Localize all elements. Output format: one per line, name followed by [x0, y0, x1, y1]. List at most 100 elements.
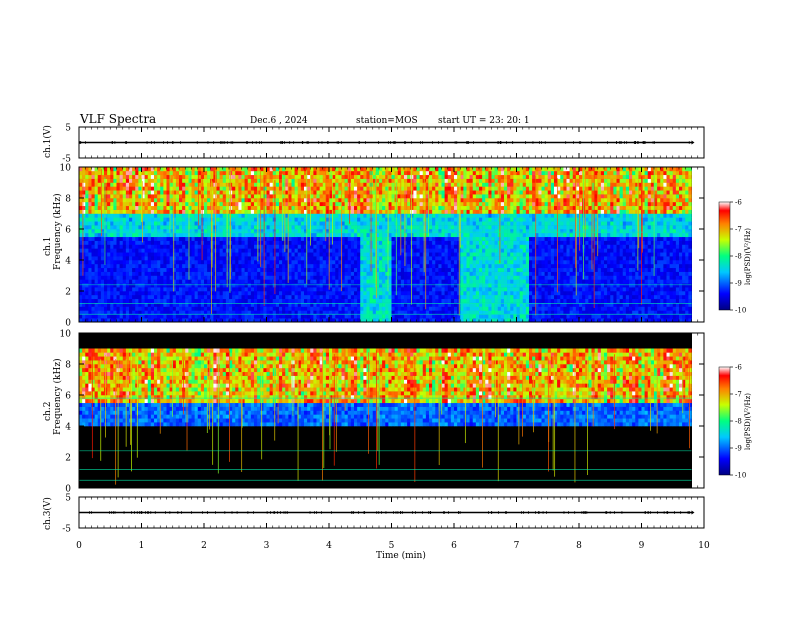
spectrogram-cell [198, 287, 201, 291]
spectrogram-cell [295, 307, 298, 311]
spectrogram-cell [335, 186, 338, 190]
spectrogram-cell [382, 252, 385, 256]
spectrogram-cell [157, 210, 160, 214]
spectrogram-cell [292, 229, 295, 233]
spectrogram-cell [413, 171, 416, 175]
spectrogram-cell [185, 229, 188, 233]
spectrogram-cell [195, 268, 198, 272]
spectrogram-cell [107, 248, 110, 252]
spectrogram-cell [195, 287, 198, 291]
spectrogram-cell [379, 183, 382, 187]
spectrogram-cell [98, 283, 101, 287]
spectrogram-cell [120, 206, 123, 210]
spectrogram-cell [226, 276, 229, 280]
spectrogram-cell [113, 221, 116, 225]
spectrogram-cell [407, 299, 410, 303]
spectrogram-cell [360, 194, 363, 198]
spectrogram-cell [413, 245, 416, 249]
spectrogram-cell [98, 190, 101, 194]
spectrogram-cell [223, 175, 226, 179]
spectrogram-cell [445, 198, 448, 202]
spectrogram-cell [148, 229, 151, 233]
spectrogram-cell [185, 291, 188, 295]
spectrogram-cell [245, 314, 248, 318]
spectrogram-cell [276, 314, 279, 318]
spectrogram-cell [142, 252, 145, 256]
spectrogram-cell [298, 291, 301, 295]
spectrogram-cell [267, 307, 270, 311]
spectrogram-cell [429, 210, 432, 214]
spectrogram-cell [301, 295, 304, 299]
spectrogram-cell [388, 272, 391, 276]
spectrogram-cell [345, 260, 348, 264]
spectrogram-cell [117, 276, 120, 280]
spectrogram-cell [413, 276, 416, 280]
spectrogram-cell [323, 291, 326, 295]
spectrogram-cell [132, 291, 135, 295]
spectrogram-cell [107, 245, 110, 249]
spectrogram-cell [179, 175, 182, 179]
spectrogram-cell [226, 291, 229, 295]
spectrogram-cell [192, 276, 195, 280]
spectrogram-cell [388, 186, 391, 190]
spectrogram-cell [354, 256, 357, 260]
spectrogram-cell [226, 248, 229, 252]
spectrogram-cell [463, 283, 466, 287]
spectrogram-cell [113, 214, 116, 218]
spectrogram-cell [120, 241, 123, 245]
spectrogram-cell [251, 225, 254, 229]
spectrogram-cell [463, 260, 466, 264]
spectrogram-cell [435, 272, 438, 276]
spectrogram-cell [360, 198, 363, 202]
spectrogram-cell [351, 260, 354, 264]
spectrogram-cell [338, 307, 341, 311]
spectrogram-cell [442, 256, 445, 260]
spectrogram-cell [157, 276, 160, 280]
spectrogram-cell [288, 214, 291, 218]
spectrogram-cell [357, 268, 360, 272]
spectrogram-cell [295, 283, 298, 287]
spectrogram-cell [420, 272, 423, 276]
spectrogram-cell [120, 287, 123, 291]
spectrogram-cell [242, 260, 245, 264]
spectrogram-cell [182, 225, 185, 229]
spectrogram-cell [167, 287, 170, 291]
spectrogram-cell [273, 206, 276, 210]
spectrogram-cell [420, 314, 423, 318]
spectrogram-cell [454, 190, 457, 194]
spectrogram-cell [185, 214, 188, 218]
spectrogram-cell [463, 237, 466, 241]
spectrogram-cell [135, 179, 138, 183]
spectrogram-cell [317, 202, 320, 206]
spectrogram-cell [270, 241, 273, 245]
spectrogram-cell [288, 225, 291, 229]
spectrogram-cell [295, 248, 298, 252]
spectrogram-cell [129, 260, 132, 264]
spectrogram-cell [167, 295, 170, 299]
spectrogram-cell [295, 314, 298, 318]
spectrogram-cell [185, 245, 188, 249]
spectrogram-cell [288, 217, 291, 221]
spectrogram-cell [98, 233, 101, 237]
spectrogram-cell [220, 171, 223, 175]
spectrogram-cell [220, 241, 223, 245]
spectrogram-cell [417, 299, 420, 303]
spectrogram-cell [113, 183, 116, 187]
spectrogram-cell [157, 198, 160, 202]
spectrogram-cell [282, 307, 285, 311]
spectrogram-cell [404, 272, 407, 276]
spectrogram-cell [451, 272, 454, 276]
spectrogram-cell [360, 210, 363, 214]
spectrogram-cell [454, 314, 457, 318]
spectrogram-cell [220, 214, 223, 218]
spectrogram-cell [382, 279, 385, 283]
spectrogram-cell [120, 214, 123, 218]
spectrogram-cell [198, 260, 201, 264]
spectrogram-cell [167, 221, 170, 225]
spectrogram-cell [226, 287, 229, 291]
spectrogram-cell [254, 279, 257, 283]
spectrogram-cell [85, 190, 88, 194]
spectrogram-cell [463, 245, 466, 249]
spectrogram-cell [242, 225, 245, 229]
spectrogram-cell [226, 299, 229, 303]
